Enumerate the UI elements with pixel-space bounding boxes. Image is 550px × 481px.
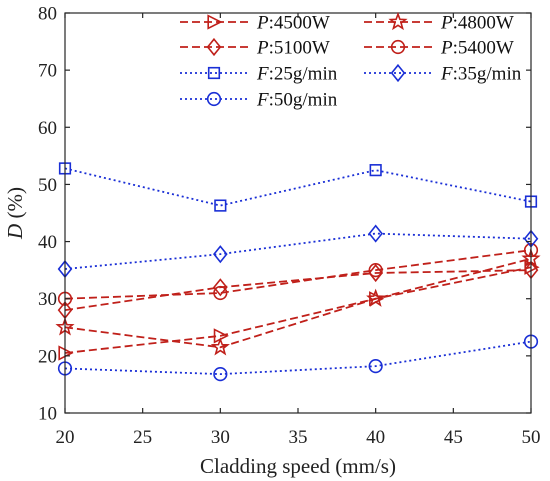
legend-label: F:35g/min <box>440 64 522 85</box>
legend-entry: P:5400W <box>364 38 514 59</box>
legend-marker <box>206 91 222 107</box>
legend-label-var: P <box>256 13 269 34</box>
data-point <box>213 278 228 297</box>
y-axis-title: D (%) <box>3 187 27 240</box>
series-line <box>64 269 532 312</box>
data-point <box>210 337 230 356</box>
legend-label-var: F <box>256 90 269 111</box>
legend-marker <box>206 37 222 57</box>
legend-label-var: P <box>256 38 269 59</box>
data-point <box>213 285 228 301</box>
legend-label: P:4800W <box>440 13 514 34</box>
data-point <box>368 263 383 278</box>
x-tick-label: 50 <box>522 427 541 448</box>
legend-label-value: :4800W <box>453 13 514 34</box>
legend-marker <box>390 63 406 83</box>
plot-background <box>65 13 531 413</box>
legend-label-value: :35g/min <box>453 64 522 85</box>
legend-label-value: :5100W <box>269 38 330 59</box>
x-tick-label: 25 <box>133 427 152 448</box>
legend-entry: P:4500W <box>180 13 330 34</box>
legend-label: P:4500W <box>256 13 330 34</box>
legend-marker <box>390 39 406 55</box>
legend-label-value: :50g/min <box>269 90 338 111</box>
x-tick-label: 45 <box>444 427 463 448</box>
legend-label-value: :25g/min <box>269 64 338 85</box>
legend-entry: F:50g/min <box>180 90 338 111</box>
legend-marker <box>207 66 221 80</box>
legend-entry: F:35g/min <box>364 64 522 85</box>
data-point <box>366 288 386 307</box>
legend-label: F:25g/min <box>256 64 338 85</box>
legend-entry: P:5100W <box>180 38 330 59</box>
y-tick-label: 30 <box>38 289 57 310</box>
legend-label-value: :4500W <box>269 13 330 34</box>
series-line <box>64 232 532 270</box>
data-point <box>213 245 228 264</box>
series-line <box>64 266 532 354</box>
legend-label: P:5100W <box>256 38 330 59</box>
series-line <box>64 257 532 349</box>
legend-entry: P:4800W <box>364 11 514 34</box>
x-tick-label: 20 <box>56 427 75 448</box>
y-tick-label: 80 <box>38 4 57 25</box>
x-tick-label: 30 <box>211 427 230 448</box>
y-tick-label: 10 <box>38 404 57 425</box>
y-axis-title-var: D <box>3 224 27 240</box>
series-line <box>64 249 532 300</box>
data-point <box>213 367 228 382</box>
y-tick-label: 40 <box>38 232 57 253</box>
y-tick-label: 20 <box>38 346 57 367</box>
legend-label-var: F <box>256 64 269 85</box>
y-tick-label: 50 <box>38 175 57 196</box>
legend-label: P:5400W <box>440 38 514 59</box>
legend-label: F:50g/min <box>256 90 338 111</box>
y-axis-title-unit: (%) <box>3 187 27 224</box>
data-point <box>368 359 383 374</box>
plot-area <box>65 13 531 413</box>
legend-label-var: F <box>440 64 453 85</box>
data-point <box>214 199 227 212</box>
legend-entry: F:25g/min <box>180 64 338 85</box>
y-tick-label: 70 <box>38 61 57 82</box>
legend-label-var: P <box>440 13 453 34</box>
legend-label-value: :5400W <box>453 38 514 59</box>
x-tick-label: 40 <box>366 427 385 448</box>
legend-marker <box>388 11 408 31</box>
x-tick-label: 35 <box>289 427 308 448</box>
legend-label-var: P <box>440 38 453 59</box>
x-axis-title: Cladding speed (mm/s) <box>200 454 396 478</box>
y-tick-label: 60 <box>38 118 57 139</box>
data-point <box>369 164 382 177</box>
data-point <box>368 224 383 243</box>
legend-marker <box>207 14 223 30</box>
